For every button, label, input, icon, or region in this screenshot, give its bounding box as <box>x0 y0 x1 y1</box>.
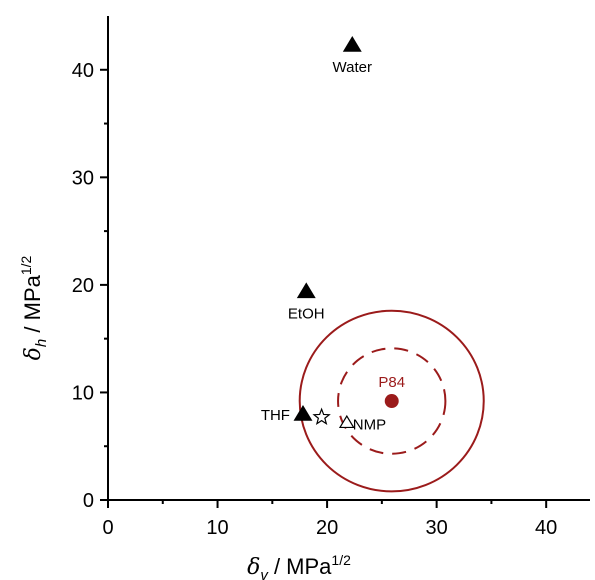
point-label-etoh: EtOH <box>288 305 325 322</box>
axis-titles: δv / MPa1/2 δh / MPa1/2 <box>18 255 351 580</box>
point-label-nmp: NMP <box>353 417 386 434</box>
x-axis-title: δv / MPa1/2 <box>247 552 351 580</box>
point-label-p84: P84 <box>378 374 405 391</box>
point-nmp <box>338 414 355 429</box>
y-axis-title: δh / MPa1/2 <box>18 255 50 360</box>
y-tick-label: 40 <box>72 60 94 82</box>
point-label-thf: THF <box>261 407 290 424</box>
y-tick-label: 20 <box>72 275 94 297</box>
axes: 0 10 20 30 40 0 10 20 30 40 <box>72 16 590 539</box>
x-tick-label: 20 <box>316 517 338 539</box>
solubility-circles <box>298 309 485 493</box>
point-etoh <box>296 282 316 299</box>
x-tick-label: 30 <box>426 517 448 539</box>
point-p84 <box>384 394 399 409</box>
x-tick-label: 0 <box>102 517 113 539</box>
y-tick-label: 0 <box>83 490 94 512</box>
point-label-water: Water <box>333 59 372 76</box>
x-tick-label: 10 <box>206 517 228 539</box>
inner-solubility-circle <box>337 347 447 455</box>
point-thf <box>293 404 313 421</box>
y-tick-label: 10 <box>72 382 94 404</box>
point-star <box>312 407 331 426</box>
outer-solubility-circle <box>298 309 485 493</box>
x-tick-label: 40 <box>535 517 557 539</box>
y-tick-label: 30 <box>72 167 94 189</box>
point-water <box>342 36 362 52</box>
data-points: Water EtOH THF NMP P84 <box>261 36 405 434</box>
